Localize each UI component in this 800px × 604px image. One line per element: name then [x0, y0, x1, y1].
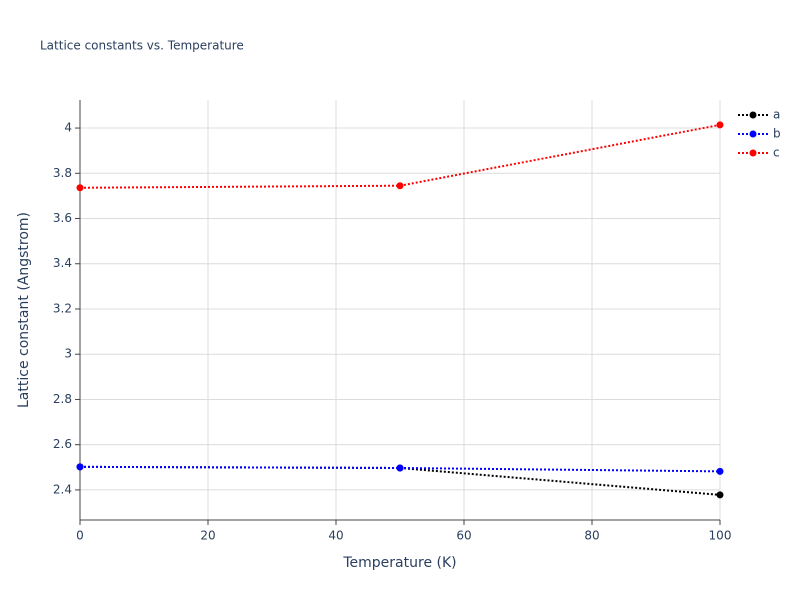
y-tick-label: 3.6 — [53, 211, 72, 225]
legend-marker — [749, 130, 757, 138]
legend-label: c — [773, 146, 780, 160]
x-tick-label: 40 — [328, 529, 343, 543]
point — [396, 464, 404, 472]
point — [716, 121, 724, 129]
legend-label: a — [773, 108, 780, 122]
y-tick-label: 3.4 — [53, 256, 72, 270]
y-axis-label: Lattice constant (Angstrom) — [16, 212, 32, 408]
point — [76, 463, 84, 471]
x-axis-label: Temperature (K) — [342, 555, 456, 571]
chart-title: Lattice constants vs. Temperature — [40, 39, 244, 53]
y-tick-label: 4 — [64, 121, 72, 135]
y-tick-label: 3.2 — [53, 301, 72, 315]
point — [716, 491, 724, 499]
point — [396, 182, 404, 190]
y-tick-label: 3.8 — [53, 166, 72, 180]
x-tick-label: 80 — [584, 529, 599, 543]
point — [716, 467, 724, 475]
y-tick-label: 2.4 — [53, 482, 72, 496]
point — [76, 184, 84, 192]
x-tick-label: 20 — [200, 529, 215, 543]
legend-marker — [749, 149, 757, 157]
y-tick-label: 2.8 — [53, 392, 72, 406]
y-tick-label: 3 — [64, 347, 72, 361]
x-tick-label: 60 — [456, 529, 471, 543]
x-tick-label: 0 — [76, 529, 84, 543]
series-line — [79, 123, 721, 189]
legend-marker — [749, 111, 757, 119]
x-tick-label: 100 — [709, 529, 732, 543]
y-tick-label: 2.6 — [53, 437, 72, 451]
legend-label: b — [773, 127, 781, 141]
